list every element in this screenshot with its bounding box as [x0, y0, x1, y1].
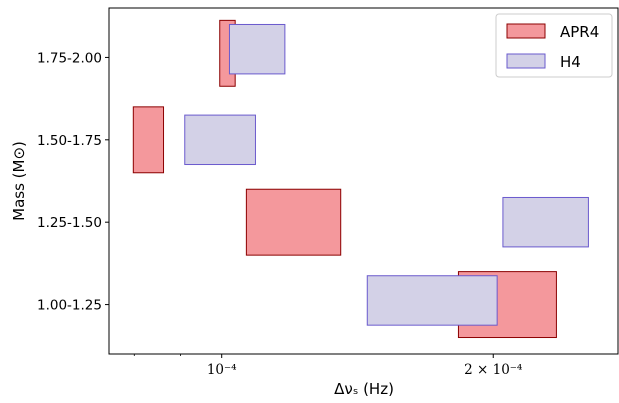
boxes-layer: [132, 19, 589, 339]
box-h4-2: [502, 196, 589, 248]
plot-frame: [108, 7, 619, 355]
y-tick-label: 1.25-1.50: [37, 215, 102, 231]
box-h4-3: [366, 275, 498, 326]
box-h4-0: [228, 23, 286, 75]
box-apr4-2: [245, 188, 342, 256]
legend-swatch-h4: [506, 53, 546, 69]
box-apr4-1: [132, 106, 165, 174]
legend-swatch-apr4: [506, 23, 546, 39]
y-axis-label: Mass (M⊙): [10, 141, 28, 221]
box-h4-1: [184, 114, 256, 166]
ticks-layer: 1.00-1.25 1.25-1.50 1.50-1.75 1.75-2.00 10⁻⁴…: [37, 50, 522, 378]
x-tick-label: 2 × 10⁻⁴: [464, 362, 522, 378]
y-tick-label: 1.00-1.25: [37, 298, 102, 314]
legend-label-apr4: APR4: [560, 23, 599, 41]
x-axis-label: Δνₛ (Hz): [334, 380, 394, 398]
x-tick-label: 10⁻⁴: [207, 362, 237, 378]
y-tick-label: 1.75-2.00: [37, 50, 102, 66]
legend: APR4 H4: [495, 13, 613, 78]
y-tick-label: 1.50-1.75: [37, 133, 102, 149]
legend-label-h4: H4: [560, 53, 581, 71]
